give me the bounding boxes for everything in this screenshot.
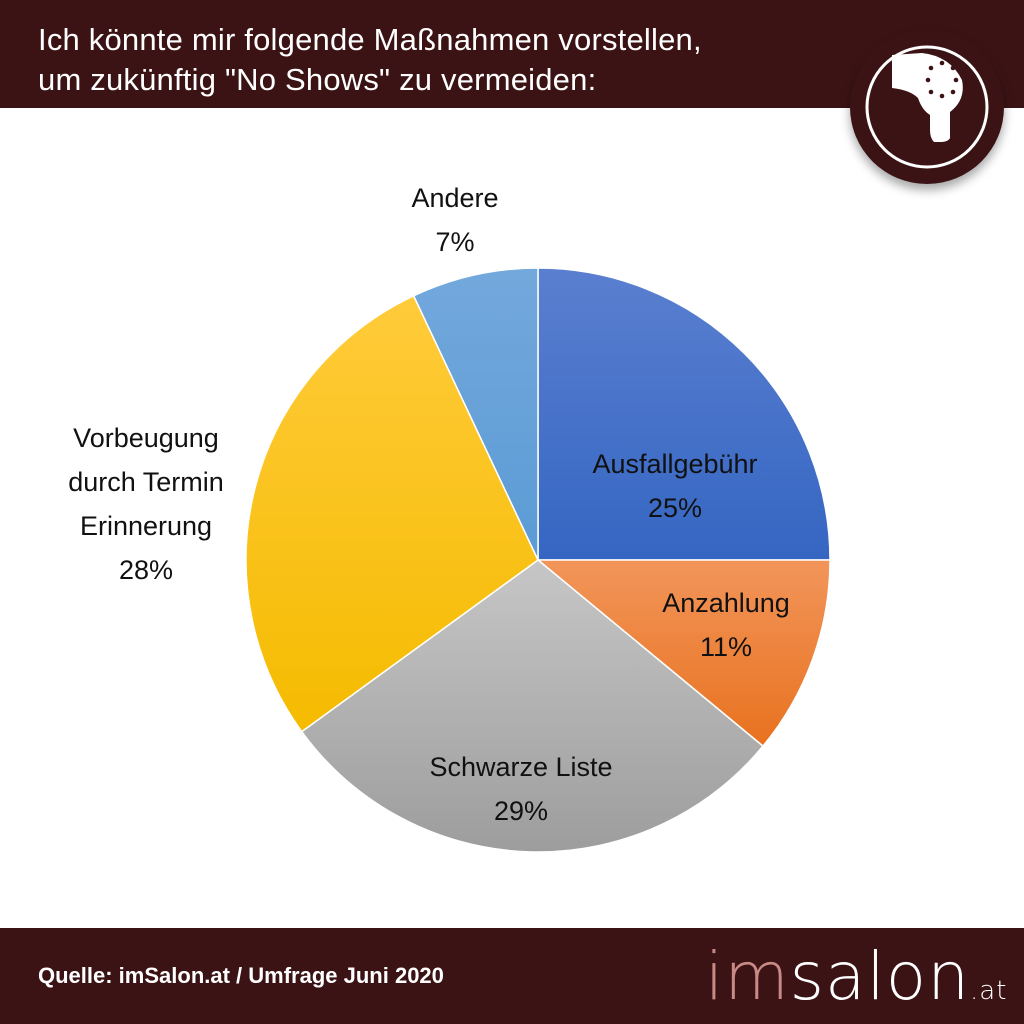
slice-value: 28% bbox=[118, 555, 174, 585]
slice-label: Ausfallgebühr bbox=[592, 449, 758, 479]
logo-im: im bbox=[705, 938, 790, 1015]
label-vorbeugung: Vorbeugung durch Termin Erinnerung 28% bbox=[68, 416, 224, 592]
label-andere: Andere 7% bbox=[411, 176, 498, 264]
logo-at: .at bbox=[970, 976, 1008, 1006]
pie-slice-andere bbox=[412, 267, 539, 561]
slice-label: Anzahlung bbox=[662, 588, 790, 618]
pie-slice-ausfallgeb-hr bbox=[537, 267, 831, 561]
slice-label: Schwarze Liste bbox=[429, 752, 613, 782]
logo-salon: salon bbox=[789, 938, 971, 1015]
slice-label-line: durch Termin bbox=[68, 467, 224, 497]
slice-label: Andere bbox=[411, 183, 499, 213]
pie-slice-anzahlung bbox=[535, 559, 831, 748]
label-schwarze-liste: Schwarze Liste 29% bbox=[429, 745, 612, 833]
slice-value: 11% bbox=[699, 632, 753, 662]
pie-slice-schwarze-liste bbox=[300, 559, 765, 853]
hair-dryer-icon bbox=[865, 45, 989, 169]
slice-label-line: Vorbeugung bbox=[73, 423, 219, 453]
title-line-2: um zukünftig "No Shows" zu vermeiden: bbox=[38, 62, 597, 97]
chart-title: Ich könnte mir folgende Maßnahmen vorste… bbox=[38, 20, 702, 100]
slice-value: 29% bbox=[493, 796, 549, 826]
hair-dryer-badge bbox=[850, 30, 1004, 184]
source-text: Quelle: imSalon.at / Umfrage Juni 2020 bbox=[38, 963, 444, 988]
header-bar: Ich könnte mir folgende Maßnahmen vorste… bbox=[0, 0, 1024, 108]
imsalon-logo: imsalon.at bbox=[705, 938, 1007, 1015]
slice-value: 25% bbox=[647, 493, 703, 523]
title-line-1: Ich könnte mir folgende Maßnahmen vorste… bbox=[38, 22, 702, 57]
label-ausfallgebuehr: Ausfallgebühr 25% bbox=[592, 442, 757, 530]
slice-label-line: Erinnerung bbox=[79, 511, 213, 541]
pie-slice-vorbeugung-durch-termin-erinnerung bbox=[245, 294, 539, 733]
slice-value: 7% bbox=[435, 227, 475, 257]
label-anzahlung: Anzahlung 11% bbox=[662, 581, 790, 669]
footer-bar bbox=[0, 928, 1024, 1024]
